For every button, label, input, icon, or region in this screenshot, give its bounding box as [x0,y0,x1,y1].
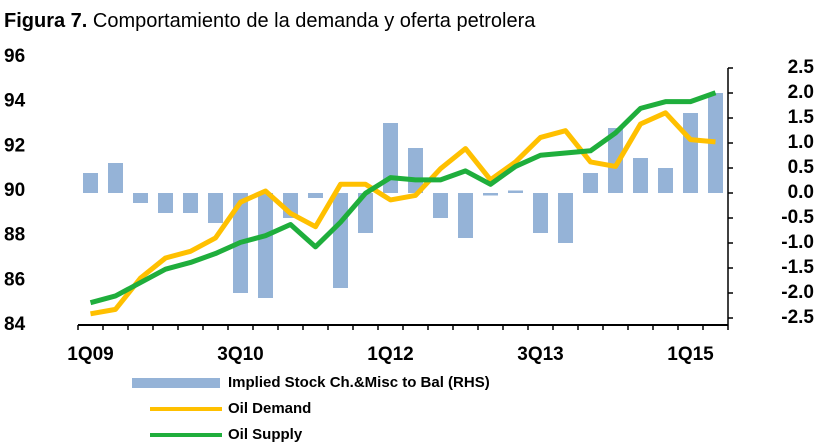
y-tick-label: 92 [4,135,25,156]
y-tick-label: 86 [4,269,25,290]
bar [358,193,373,233]
bar [583,173,598,193]
bar [558,193,573,243]
bar [508,190,523,193]
y-tick-label: 94 [4,91,26,112]
x-tick-label: 1Q12 [367,344,413,365]
bar [158,193,173,213]
bar [133,193,148,203]
y2-tick-label: 0.0 [788,182,814,203]
y2-tick-label: 2.5 [788,57,815,78]
y2-tick-label: 1.0 [788,132,814,153]
y2-tick-label: -0.5 [781,207,814,228]
bar [683,113,698,193]
bar [458,193,473,238]
bar [433,193,448,218]
bar [658,168,673,193]
y-tick-label: 90 [4,180,25,201]
bar [608,128,623,193]
line [89,90,717,306]
bar [533,193,548,233]
y2-tick-label: 2.0 [788,82,814,103]
y2-tick-label: -2.5 [781,307,814,328]
legend-label: Implied Stock Ch.&Misc to Bal (RHS) [228,374,490,391]
x-tick-label: 3Q10 [217,344,263,365]
y2-tick-label: 0.5 [788,157,815,178]
bar [108,163,123,193]
y-tick-label: 88 [4,225,25,246]
x-tick-label: 1Q15 [667,344,714,365]
y2-tick-label: 1.5 [788,107,815,128]
title-label: Figura 7. [4,10,87,32]
bar [83,173,98,193]
bar [308,193,323,198]
y-tick-label: 96 [4,46,25,67]
bar [708,93,723,193]
legend-swatch [132,378,220,388]
y2-tick-label: -1.5 [781,257,814,278]
bar [333,193,348,288]
y2-tick-label: -1.0 [781,232,814,253]
y2-tick-label: -2.0 [781,282,814,303]
x-tick-label: 3Q13 [517,344,563,365]
bar [183,193,198,213]
y-tick-label: 84 [4,314,26,335]
title-text: Comportamiento de la demanda y oferta pe… [93,10,536,32]
legend-label: Oil Supply [228,426,303,443]
bar [483,193,498,196]
chart-title: Figura 7. Comportamiento de la demanda y… [4,10,536,32]
bar [208,193,223,223]
legend-label: Oil Demand [228,400,311,417]
bar [633,158,648,193]
x-tick-label: 1Q09 [67,344,113,365]
bar [258,193,273,298]
line [90,110,716,317]
